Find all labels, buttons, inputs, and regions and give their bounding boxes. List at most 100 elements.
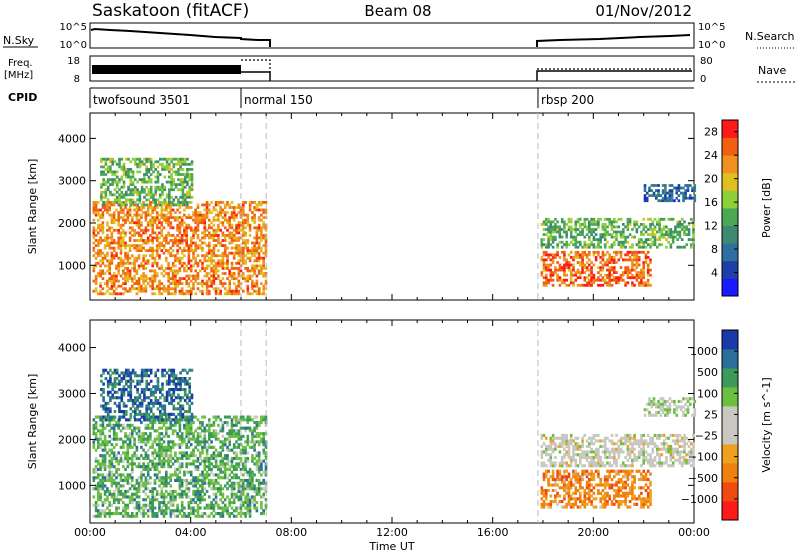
heatmap-cell — [212, 277, 216, 280]
heatmap-cell — [205, 506, 209, 510]
heatmap-cell — [126, 423, 130, 427]
heatmap-cell — [149, 503, 152, 507]
heatmap-cell — [655, 189, 658, 192]
heatmap-cell — [176, 282, 179, 285]
heatmap-cell — [622, 245, 625, 249]
heatmap-cell — [136, 390, 139, 394]
heatmap-cell — [158, 492, 161, 496]
heatmap-cell — [111, 170, 114, 174]
heatmap-cell — [185, 492, 188, 496]
heatmap-cell — [145, 407, 148, 411]
heatmap-cell — [260, 228, 263, 232]
heatmap-cell — [244, 226, 247, 230]
heatmap-cell — [180, 287, 184, 291]
heatmap-cell — [135, 454, 139, 458]
heatmap-cell — [567, 217, 571, 221]
heatmap-cell — [160, 462, 164, 466]
heatmap-cell — [585, 283, 589, 287]
heatmap-cell — [160, 415, 164, 419]
heatmap-cell — [168, 412, 171, 416]
heatmap-cell — [221, 514, 225, 518]
heatmap-cell — [99, 467, 102, 471]
heatmap-cell — [177, 393, 180, 397]
heatmap-cell — [228, 236, 231, 240]
heatmap-cell — [242, 448, 245, 452]
heatmap-cell — [542, 266, 546, 269]
heatmap-cell — [128, 208, 132, 212]
heatmap-cell — [179, 399, 182, 403]
heatmap-cell — [626, 281, 630, 285]
heatmap-cell — [237, 251, 241, 255]
heatmap-cell — [693, 199, 697, 203]
heatmap-cell — [192, 437, 195, 441]
heatmap-cell — [613, 225, 616, 229]
heatmap-cell — [248, 509, 252, 513]
heatmap-cell — [187, 514, 191, 518]
heatmap-cell — [115, 208, 118, 212]
heatmap-cell — [540, 256, 544, 259]
heatmap-cell — [118, 201, 121, 204]
heatmap-cell — [136, 170, 139, 174]
heatmap-cell — [135, 448, 139, 452]
heatmap-cell — [201, 241, 204, 245]
heatmap-cell — [110, 246, 114, 250]
heatmap-cell — [104, 188, 108, 192]
heatmap-cell — [181, 415, 185, 419]
heatmap-cell — [176, 456, 179, 460]
heatmap-cell — [188, 185, 191, 189]
heatmap-cell — [122, 287, 125, 291]
heatmap-cell — [668, 191, 672, 195]
heatmap-cell — [690, 238, 693, 241]
heatmap-cell — [126, 506, 130, 510]
heatmap-cell — [112, 492, 116, 496]
heatmap-cell — [264, 467, 268, 471]
heatmap-cell — [205, 216, 209, 219]
heatmap-cell — [253, 241, 256, 245]
heatmap-cell — [599, 261, 602, 264]
heatmap-cell — [212, 503, 216, 507]
heatmap-cell — [177, 188, 180, 192]
heatmap-cell — [633, 235, 636, 239]
heatmap-cell — [156, 377, 160, 381]
heatmap-cell — [125, 170, 128, 174]
heatmap-cell — [167, 216, 170, 219]
heatmap-cell — [145, 180, 148, 184]
heatmap-cell — [187, 206, 191, 209]
heatmap-cell — [661, 184, 665, 187]
heatmap-cell — [642, 283, 645, 287]
heatmap-cell — [563, 225, 566, 229]
heatmap-cell — [656, 230, 659, 234]
heatmap-cell — [152, 195, 155, 199]
heatmap-cell — [262, 440, 265, 444]
heatmap-cell — [194, 226, 197, 230]
heatmap-cell — [169, 503, 173, 507]
heatmap-cell — [203, 429, 207, 433]
heatmap-cell — [640, 278, 643, 282]
heatmap-cell — [140, 277, 143, 280]
heatmap-cell — [201, 216, 204, 219]
heatmap-cell — [644, 256, 648, 259]
heatmap-cell — [162, 239, 166, 242]
heatmap-cell — [217, 506, 220, 510]
heatmap-cell — [556, 228, 559, 231]
heatmap-cell — [210, 501, 213, 505]
heatmap-cell — [189, 267, 193, 270]
heatmap-cell — [97, 509, 100, 513]
heatmap-cell — [558, 235, 562, 239]
heatmap-cell — [260, 462, 263, 466]
heatmap-cell — [196, 282, 200, 285]
heatmap-cell — [176, 492, 179, 496]
heatmap-cell — [558, 240, 562, 244]
heatmap-cell — [214, 261, 218, 265]
heatmap-cell — [154, 385, 157, 389]
heatmap-cell — [551, 273, 555, 277]
heatmap-cell — [187, 487, 191, 491]
heatmap-cell — [174, 292, 177, 296]
heatmap-cell — [549, 243, 553, 247]
heatmap-cell — [255, 459, 259, 463]
heatmap-cell — [122, 195, 126, 199]
freq-strip-frame — [89, 55, 695, 82]
heatmap-cell — [125, 190, 128, 194]
heatmap-cell — [597, 245, 600, 249]
heatmap-cell — [172, 382, 176, 386]
